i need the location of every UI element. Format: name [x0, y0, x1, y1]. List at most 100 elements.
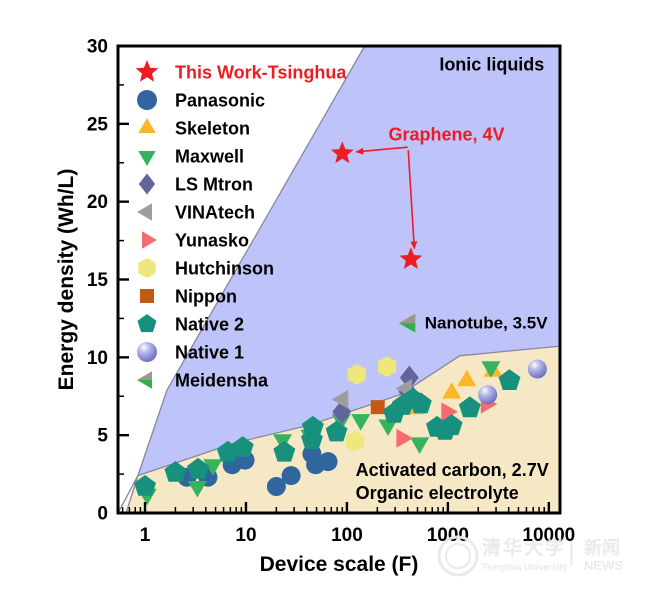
point-pentagon [187, 457, 209, 479]
y-tick-label: 0 [97, 504, 108, 525]
point-tri-left-split [398, 313, 416, 324]
legend-item-panasonic: Panasonic [137, 90, 265, 111]
point-circle [266, 477, 286, 497]
point-hexagon [345, 430, 364, 452]
y-tick-label: 5 [97, 426, 108, 447]
watermark-en: Tsinghua University [482, 562, 567, 572]
point-tri-down [203, 459, 223, 476]
legend-item-maxwell: Maxwell [138, 147, 244, 167]
legend-label: Nippon [175, 287, 237, 307]
point-sphere [527, 359, 547, 379]
point-tri-right [441, 402, 458, 422]
point-star [399, 247, 423, 269]
legend-item-skeleton: Skeleton [138, 118, 250, 139]
point-pentagon [498, 369, 521, 390]
point-hexagon [378, 356, 397, 378]
x-tick-label: 100 [331, 525, 363, 546]
point-tri-down [410, 437, 430, 454]
legend-label: Native 1 [175, 343, 244, 363]
legend-marker-tri-right [142, 231, 157, 249]
series-native-2 [134, 369, 521, 496]
point-tri-up [442, 382, 462, 399]
point-tri-left [331, 389, 349, 409]
annotation-arrow-0 [355, 146, 408, 155]
ionic-liquids-label: Ionic liquids [439, 55, 544, 75]
point-tri-right [396, 428, 413, 448]
point-pentagon [301, 415, 324, 437]
legend-marker-tri-up [138, 118, 156, 133]
x-tick-label: 10000 [522, 525, 575, 546]
point-tri-down [378, 419, 398, 436]
legend-marker-star [135, 60, 159, 82]
region-ionic-liquids [118, 46, 560, 513]
point-tri-down [351, 414, 371, 431]
legend-item-yunasko: Yunasko [142, 231, 249, 251]
point-tri-left-split [398, 323, 416, 333]
legend-label: Panasonic [175, 91, 265, 111]
legend-label: VINAtech [175, 203, 255, 223]
legend-label: Native 2 [175, 315, 244, 335]
legend-item-this-work-tsinghua: This Work-Tsinghua [135, 60, 347, 83]
x-tick-label: 10 [235, 525, 256, 546]
point-pentagon [458, 396, 481, 418]
legend-marker-square [140, 289, 154, 303]
point-pentagon [134, 475, 156, 496]
watermark-news-en: NEWS [584, 558, 623, 573]
y-tick-label: 25 [87, 114, 109, 135]
y-tick-label: 30 [87, 37, 108, 58]
y-tick-label: 10 [87, 348, 108, 369]
watermark-seal [437, 535, 479, 577]
point-star [330, 141, 354, 164]
annotation-arrow-1 [407, 150, 418, 250]
point-sphere [478, 385, 498, 405]
legend-label: Meidensha [175, 371, 269, 391]
point-tri-up [457, 369, 477, 387]
x-tick-label: 1 [140, 525, 151, 546]
legend-marker-diamond [138, 173, 156, 195]
point-hexagon [347, 364, 366, 385]
point-pentagon [164, 461, 187, 482]
organic-electrolyte-label: Organic electrolyte [356, 483, 519, 503]
point-pentagon [409, 392, 432, 414]
legend-label: LS Mtron [175, 175, 253, 195]
legend-marker-sphere [137, 342, 157, 362]
series-this-work-tsinghua [330, 141, 423, 269]
x-axis-title: Device scale (F) [260, 553, 419, 576]
activated-carbon-label: Activated carbon, 2.7V [356, 460, 549, 480]
watermark-news-cn: 新闻 [584, 537, 620, 558]
legend-item-vinatech: VINAtech [137, 203, 255, 223]
legend-label: Hutchinson [175, 259, 274, 279]
watermark-seal-inner [445, 543, 471, 569]
legend-label: Yunasko [175, 231, 249, 251]
watermark-divider: | [568, 536, 575, 566]
point-circle [281, 466, 301, 486]
y-tick-label: 15 [87, 270, 109, 291]
legend-marker-tri-left-split [137, 380, 152, 389]
series-hutchinson [345, 356, 397, 452]
legend-item-nippon: Nippon [140, 287, 237, 307]
legend-marker-pentagon [137, 314, 157, 333]
legend-item-native-2: Native 2 [137, 314, 244, 335]
nanotube-label: Nanotube, 3.5V [425, 314, 548, 333]
data-points [134, 141, 547, 506]
legend-label: This Work-Tsinghua [175, 63, 347, 83]
legend-marker-tri-down [138, 151, 156, 166]
point-tri-down [481, 361, 501, 378]
series-meidensha [398, 313, 416, 333]
point-pentagon [440, 414, 463, 436]
point-circle [318, 452, 338, 472]
legend-item-meidensha: Meidensha [137, 371, 269, 391]
axes: 1 10 100 1000 10000 0 5 10 15 20 25 30 Device scale … [55, 37, 575, 577]
series-nippon [370, 400, 385, 415]
point-square [370, 400, 385, 415]
region-boundary-0 [118, 46, 366, 513]
watermark-cn: 清华大学 [482, 536, 566, 559]
legend-item-hutchinson: Hutchinson [138, 258, 274, 279]
point-pentagon [325, 420, 348, 442]
graphene-label: Graphene, 4V [389, 125, 505, 145]
legend-item-native-1: Native 1 [137, 342, 244, 363]
point-tri-down [187, 481, 207, 498]
